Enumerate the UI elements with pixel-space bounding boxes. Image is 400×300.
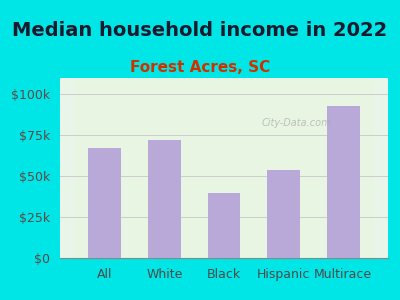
Bar: [267, 169, 300, 258]
Bar: [208, 193, 240, 258]
Bar: [88, 148, 121, 258]
Bar: [327, 106, 360, 258]
Text: Forest Acres, SC: Forest Acres, SC: [130, 60, 270, 75]
Bar: [148, 140, 181, 258]
Text: Median household income in 2022: Median household income in 2022: [12, 21, 388, 40]
Text: City-Data.com: City-Data.com: [261, 118, 331, 128]
